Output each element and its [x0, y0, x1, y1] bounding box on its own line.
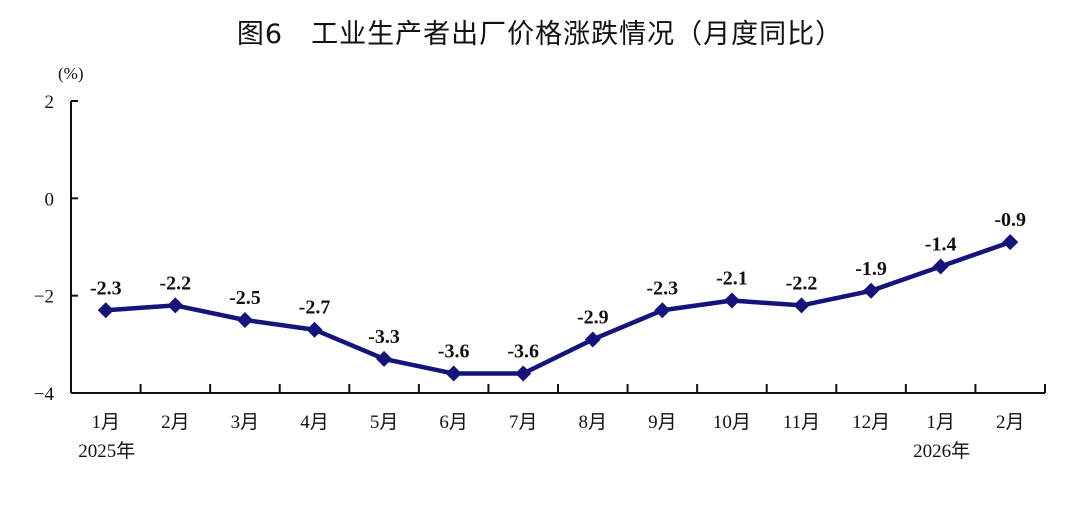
y-tick-label: 2 [45, 92, 55, 113]
data-label: -2.3 [90, 277, 122, 299]
data-point-marker [236, 312, 253, 328]
x-tick-label: 5月 [370, 412, 399, 433]
x-tick-label: 3月 [231, 412, 260, 433]
data-label: -2.2 [786, 272, 818, 294]
x-tick-label: 1月 [926, 412, 955, 433]
data-label: -0.9 [994, 209, 1026, 231]
x-tick-label: 10月 [713, 412, 751, 433]
data-label: -3.6 [438, 341, 470, 363]
data-label: -2.7 [299, 297, 331, 319]
data-label: -2.5 [229, 287, 261, 309]
data-point-marker [97, 302, 114, 319]
y-unit-label: (%) [58, 64, 83, 83]
x-tick-label: 4月 [300, 412, 329, 433]
data-point-marker [932, 258, 949, 275]
data-point-marker [793, 297, 810, 314]
data-point-marker [863, 282, 880, 299]
x-tick-label: 2月 [161, 412, 190, 433]
data-label: -2.1 [716, 268, 748, 290]
x-tick-label: 8月 [579, 412, 608, 433]
data-point-marker [654, 302, 671, 319]
y-tick-label: −4 [34, 384, 55, 405]
x-tick-label: 12月 [852, 412, 890, 433]
data-point-marker [1002, 234, 1019, 251]
y-tick-label: −2 [34, 287, 54, 308]
data-label: -1.4 [925, 233, 957, 255]
data-label: -2.9 [577, 306, 609, 328]
x-tick-label: 1月 [92, 412, 121, 433]
data-label: -3.3 [368, 326, 400, 348]
data-point-marker [376, 350, 393, 367]
data-point-marker [445, 365, 462, 382]
data-label: -2.2 [160, 272, 192, 294]
series-line [105, 240, 1011, 376]
data-point-marker [515, 365, 532, 382]
data-point-marker [167, 297, 184, 314]
x-tick-label: 2月 [996, 412, 1025, 433]
data-label: -3.6 [507, 341, 539, 363]
data-point-marker [584, 331, 601, 348]
data-label: -2.3 [647, 277, 679, 299]
data-label: -1.9 [855, 258, 887, 280]
x-tick-label: 7月 [509, 412, 538, 433]
data-point-marker [306, 321, 323, 338]
x-tick-label: 11月 [783, 412, 820, 433]
x-tick-label: 6月 [439, 412, 468, 433]
x-year-label: 2025年 [78, 440, 135, 462]
chart-title: 图6 工业生产者出厂价格涨跌情况（月度同比） [236, 19, 844, 50]
data-point-marker [723, 292, 740, 309]
y-tick-label: 0 [45, 189, 55, 210]
x-tick-label: 9月 [648, 412, 677, 433]
x-year-label: 2026年 [913, 440, 970, 462]
